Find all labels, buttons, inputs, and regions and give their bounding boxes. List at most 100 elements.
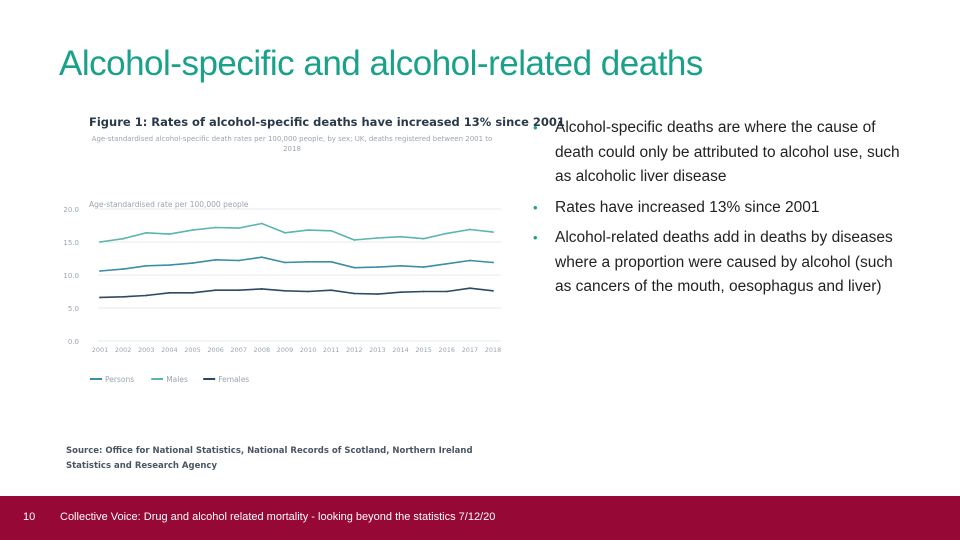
- data-point-females: [99, 296, 101, 299]
- data-point-females: [260, 287, 263, 290]
- page-number: 10: [23, 511, 36, 523]
- data-point-persons: [399, 264, 402, 267]
- data-point-males: [307, 229, 309, 232]
- bullet-icon: •: [533, 199, 538, 215]
- data-point-persons: [168, 264, 171, 266]
- y-tick-label: 0.0: [68, 338, 79, 346]
- data-point-persons: [260, 256, 263, 259]
- data-point-females: [399, 291, 402, 294]
- data-point-females: [214, 289, 217, 292]
- x-tick-label: 2001: [92, 346, 109, 354]
- data-point-persons: [122, 268, 125, 270]
- data-point-females: [122, 295, 125, 298]
- x-tick-label: 2007: [230, 346, 247, 354]
- data-point-females: [191, 291, 194, 294]
- data-point-females: [492, 289, 494, 292]
- data-point-males: [422, 237, 425, 240]
- data-point-females: [330, 289, 333, 292]
- data-point-persons: [214, 258, 217, 261]
- x-tick-label: 2002: [115, 346, 132, 354]
- x-tick-label: 2018: [485, 346, 502, 354]
- x-tick-label: 2015: [415, 346, 432, 354]
- legend-label-females: Females: [218, 375, 249, 384]
- data-point-males: [191, 229, 194, 232]
- data-point-females: [353, 292, 356, 295]
- data-point-males: [122, 237, 125, 240]
- data-point-females: [307, 290, 309, 293]
- y-tick-label: 5.0: [68, 305, 79, 313]
- data-point-females: [376, 293, 379, 296]
- y-tick-label: 20.0: [63, 206, 79, 214]
- data-point-males: [99, 241, 101, 243]
- x-tick-label: 2017: [462, 346, 479, 354]
- bullet-item: • Rates have increased 13% since 2001: [533, 196, 913, 221]
- data-point-males: [353, 239, 356, 241]
- footer-text: Collective Voice: Drug and alcohol relat…: [60, 511, 496, 523]
- x-tick-label: 2012: [346, 346, 363, 354]
- data-point-females: [237, 289, 240, 292]
- chart-source: Source: Office for National Statistics, …: [66, 446, 473, 471]
- data-point-males: [145, 231, 148, 234]
- data-point-females: [168, 291, 171, 294]
- chart-subtitle: Age-standardised alcohol-specific death …: [91, 135, 493, 153]
- x-tick-label: 2004: [161, 346, 178, 354]
- data-point-females: [284, 289, 286, 292]
- series-line-males: [99, 222, 494, 243]
- data-point-persons: [99, 270, 101, 272]
- bullet-item: • Alcohol-related deaths add in deaths by…: [533, 226, 913, 300]
- line-chart: Age-standardised rate per 100,000 people…: [63, 200, 502, 384]
- data-point-males: [492, 231, 494, 233]
- bullet-text: Alcohol-specific deaths are where the ca…: [555, 119, 900, 185]
- data-point-persons: [468, 259, 471, 262]
- data-point-males: [330, 229, 333, 232]
- bullet-icon: •: [533, 230, 538, 245]
- data-point-females: [422, 290, 425, 293]
- chart-title: Figure 1: Rates of alcohol-specific deat…: [89, 115, 565, 129]
- bullet-list: • Alcohol-specific deaths are where the c…: [533, 116, 913, 306]
- data-point-males: [260, 222, 263, 225]
- data-point-females: [468, 287, 471, 290]
- data-point-females: [445, 290, 448, 293]
- footer-bar: 10 Collective Voice: Drug and alcohol re…: [0, 496, 960, 540]
- bullet-item: • Alcohol-specific deaths are where the c…: [533, 116, 913, 190]
- data-point-males: [168, 233, 171, 235]
- data-point-persons: [330, 260, 333, 263]
- data-point-persons: [284, 261, 286, 264]
- y-tick-label: 10.0: [63, 272, 79, 280]
- slide-title: Alcohol-specific and alcohol-related dea…: [59, 44, 703, 83]
- data-point-persons: [353, 266, 356, 269]
- x-tick-label: 2008: [254, 346, 271, 354]
- data-point-persons: [237, 259, 240, 262]
- y-tick-label: 15.0: [63, 239, 79, 247]
- data-point-females: [145, 294, 148, 297]
- bullet-icon: •: [533, 120, 538, 135]
- data-point-persons: [307, 260, 309, 263]
- bullet-text: Rates have increased 13% since 2001: [555, 198, 820, 216]
- x-tick-label: 2006: [207, 346, 224, 354]
- x-tick-label: 2013: [369, 346, 386, 354]
- legend-label-persons: Persons: [105, 375, 134, 384]
- bullet-text: Alcohol-related deaths add in deaths by …: [555, 229, 893, 295]
- data-point-persons: [422, 266, 425, 268]
- data-point-persons: [145, 264, 148, 267]
- x-tick-label: 2005: [184, 346, 201, 354]
- series-line-persons: [99, 256, 494, 272]
- x-tick-label: 2011: [323, 346, 340, 354]
- data-point-persons: [191, 262, 194, 265]
- data-point-males: [237, 227, 240, 230]
- data-point-persons: [445, 262, 448, 265]
- x-tick-label: 2003: [138, 346, 155, 354]
- x-tick-label: 2009: [277, 346, 294, 354]
- data-point-persons: [492, 261, 494, 264]
- data-point-males: [399, 235, 402, 238]
- legend-label-males: Males: [166, 375, 188, 384]
- series-line-females: [99, 287, 494, 299]
- data-point-males: [284, 231, 286, 234]
- data-point-males: [214, 226, 217, 229]
- data-point-persons: [376, 266, 379, 268]
- x-tick-label: 2014: [392, 346, 409, 354]
- data-point-males: [445, 232, 448, 235]
- x-tick-label: 2010: [300, 346, 317, 354]
- data-point-males: [376, 237, 379, 239]
- y-axis-label: Age-standardised rate per 100,000 people: [89, 200, 249, 209]
